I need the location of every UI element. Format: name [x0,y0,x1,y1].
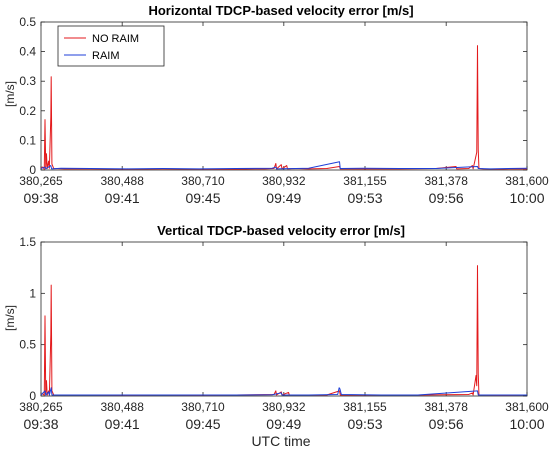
x-tick-time-label: 09:41 [105,190,140,206]
x-tick-label: 381,378 [424,400,468,414]
x-tick-label: 380,932 [262,400,306,414]
y-tick-label: 1.5 [19,235,36,249]
chart-title: Horizontal TDCP-based velocity error [m/… [148,3,413,18]
y-axis-label: [m/s] [3,305,17,331]
x-tick-label: 380,710 [181,174,225,188]
x-tick-label: 380,265 [19,400,63,414]
x-tick-time-label: 09:56 [429,190,464,206]
series-line-raim [40,387,527,396]
vertical-error-chart: Vertical TDCP-based velocity error [m/s]… [3,223,549,449]
x-tick-label: 380,265 [19,174,63,188]
plot-area: 0 0.5 1 1.5 380,265 09:38 380,488 09:41 380,710 0… [19,235,549,432]
x-tick-label: 380,488 [100,400,144,414]
series-line-raim [40,161,528,170]
x-tick-time-label: 10:00 [509,190,544,206]
y-tick-label: 0.1 [19,133,36,147]
axes-box [40,241,528,397]
horizontal-error-chart: Horizontal TDCP-based velocity error [m/… [3,3,549,206]
y-tick-label: 0.2 [19,104,36,118]
y-tick-label: 0 [29,163,36,177]
x-tick-time-label: 09:38 [23,416,58,432]
x-tick-time-label: 09:38 [23,190,58,206]
y-tick-label: 0 [29,389,36,403]
x-tick-time-label: 09:49 [266,416,301,432]
x-tick-label: 381,600 [505,174,549,188]
legend-label-raim: RAIM [92,50,120,62]
x-tick-time-label: 09:45 [185,416,220,432]
series-line-no-raim [40,265,528,396]
legend: NO RAIM RAIM [57,25,165,67]
plot-area: 0 0.1 0.2 0.3 0.4 0.5 380,265 09:38 380,488 09:41… [19,15,549,206]
x-tick-time-label: 09:41 [105,416,140,432]
y-tick-label: 0.4 [19,45,36,59]
x-tick-label: 380,710 [181,400,225,414]
y-tick-label: 0.3 [19,74,36,88]
x-tick-time-label: 09:53 [347,416,382,432]
x-tick-label: 381,378 [424,174,468,188]
x-tick-time-label: 09:53 [347,190,382,206]
x-tick-time-label: 09:49 [266,190,301,206]
x-tick-label: 381,155 [343,400,387,414]
y-tick-label: 0.5 [19,15,36,29]
y-axis-label: [m/s] [3,81,17,107]
y-tick-label: 0.5 [19,338,36,352]
chart-title: Vertical TDCP-based velocity error [m/s] [157,223,405,238]
legend-label-no-raim: NO RAIM [92,33,139,45]
x-tick-label: 380,488 [100,174,144,188]
x-axis-label: UTC time [251,433,310,449]
x-tick-time-label: 09:45 [185,190,220,206]
y-tick-label: 1 [29,286,36,300]
x-tick-label: 381,600 [505,400,549,414]
x-tick-label: 381,155 [343,174,387,188]
x-tick-time-label: 09:56 [429,416,464,432]
x-tick-label: 380,932 [262,174,306,188]
x-tick-time-label: 10:00 [509,416,544,432]
legend-box [57,25,165,67]
